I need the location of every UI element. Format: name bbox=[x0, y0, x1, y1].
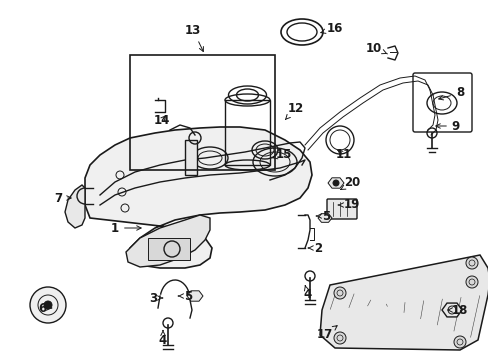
Circle shape bbox=[453, 336, 465, 348]
Text: 2: 2 bbox=[307, 242, 322, 255]
Text: 3: 3 bbox=[149, 292, 163, 305]
Text: 18: 18 bbox=[447, 303, 467, 316]
Text: 5: 5 bbox=[316, 210, 329, 222]
Bar bbox=[184, 140, 197, 175]
Bar bbox=[148, 238, 190, 260]
Text: 1: 1 bbox=[111, 221, 141, 234]
Polygon shape bbox=[126, 215, 209, 267]
Text: 9: 9 bbox=[435, 120, 459, 132]
Text: 6: 6 bbox=[38, 302, 52, 315]
Text: 7: 7 bbox=[54, 192, 71, 204]
Text: 15: 15 bbox=[272, 148, 292, 162]
Text: 11: 11 bbox=[335, 148, 351, 162]
Text: 14: 14 bbox=[154, 113, 170, 126]
Text: 12: 12 bbox=[285, 102, 304, 120]
Circle shape bbox=[30, 287, 66, 323]
Text: 4: 4 bbox=[303, 285, 311, 302]
Text: 20: 20 bbox=[340, 176, 359, 190]
Circle shape bbox=[465, 257, 477, 269]
Text: 4: 4 bbox=[159, 330, 167, 346]
Polygon shape bbox=[317, 214, 331, 222]
Text: 10: 10 bbox=[365, 41, 386, 54]
Bar bbox=[130, 55, 274, 170]
Polygon shape bbox=[441, 303, 461, 317]
Circle shape bbox=[333, 287, 346, 299]
Text: 8: 8 bbox=[438, 86, 463, 100]
Circle shape bbox=[44, 301, 52, 309]
Text: 16: 16 bbox=[320, 22, 343, 35]
Polygon shape bbox=[319, 255, 488, 350]
Polygon shape bbox=[186, 291, 203, 301]
Circle shape bbox=[332, 180, 338, 186]
Text: 13: 13 bbox=[184, 23, 203, 51]
Polygon shape bbox=[327, 178, 343, 188]
Polygon shape bbox=[65, 185, 85, 228]
Bar bbox=[224, 100, 269, 165]
Polygon shape bbox=[85, 127, 311, 268]
Text: 17: 17 bbox=[316, 326, 336, 342]
Text: 5: 5 bbox=[178, 289, 192, 302]
Circle shape bbox=[465, 276, 477, 288]
FancyBboxPatch shape bbox=[326, 199, 356, 219]
Text: 19: 19 bbox=[338, 198, 360, 211]
Circle shape bbox=[333, 332, 346, 344]
